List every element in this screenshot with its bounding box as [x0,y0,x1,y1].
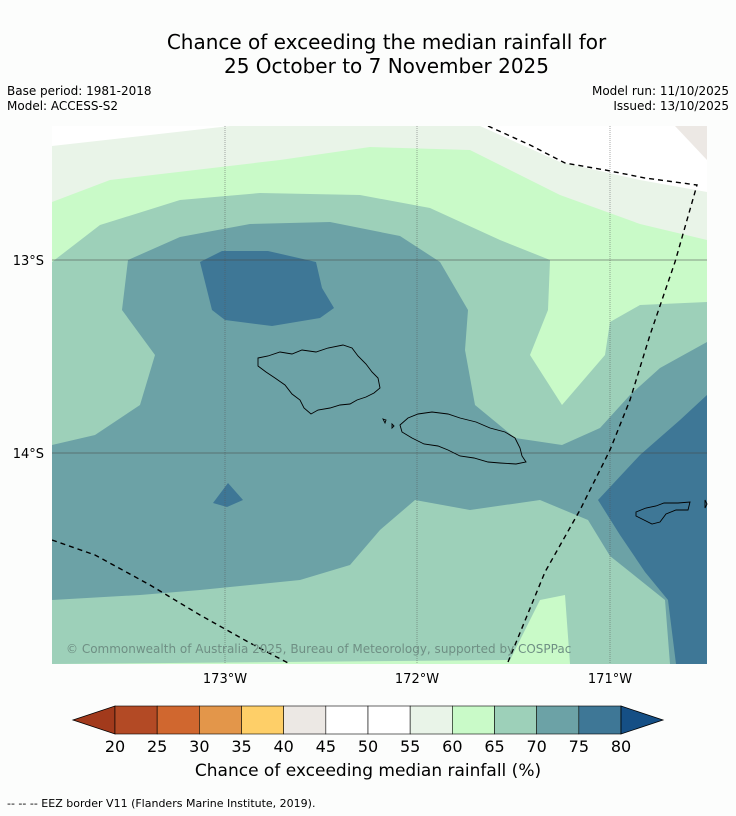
colorbar-cell-60-65 [452,705,495,735]
colorbar-tick-55: 55 [400,737,420,756]
colorbar-tick-70: 70 [526,737,546,756]
model-run: Model run: 11/10/2025 [591,84,729,98]
colorbar-cell-30-35 [199,705,242,735]
colorbar-tick-40: 40 [273,737,293,756]
eez-border-south [52,539,291,664]
colorbar-tick-60: 60 [442,737,462,756]
colorbar-tick-30: 30 [189,737,209,756]
lon-label-173w: 173°W [203,672,247,687]
savaii-island [257,344,381,415]
colorbar-tick-65: 65 [484,737,504,756]
manono-islet [382,418,387,425]
colorbar-under-arrow [71,705,116,735]
colorbar-tick-45: 45 [316,737,336,756]
band-70-75 [52,222,707,664]
upolu-island [399,411,527,465]
colorbar-tick-20: 20 [105,737,125,756]
base-period: Base period: 1981-2018 [7,84,152,98]
model-name: Model: ACCESS-S2 [7,99,119,113]
aunuu-islet [704,499,708,509]
eez-border [52,126,698,664]
legend-caption: Chance of exceeding median rainfall (%) [194,761,542,781]
colorbar-cell-50-55 [367,705,411,735]
lon-label-172w: 172°W [395,672,439,687]
colorbar-cell-45-50 [325,705,369,735]
band-75-80-north [200,251,334,326]
graticule-lat [52,259,707,454]
lat-label-13s: 13°S [13,254,44,269]
colorbar-tick-75: 75 [569,737,589,756]
tutuila-island [635,501,691,525]
colorbar-tick-80: 80 [611,737,631,756]
issued-date: Issued: 13/10/2025 [613,99,729,113]
colorbar-cell-35-40 [241,705,284,735]
copyright-text: © Commonwealth of Australia 2025, Bureau… [66,642,571,656]
colorbar-cell-40-45 [283,705,327,735]
colorbar-cells [114,705,622,735]
colorbar-cell-20-25 [114,705,158,735]
colorbar: 20 25 30 35 40 45 50 55 60 65 70 75 80 [71,705,665,756]
title-line-2: 25 October to 7 November 2025 [223,54,550,78]
colorbar-cell-75-80 [578,705,622,735]
band-40-45 [675,126,707,160]
eez-border-east [487,126,698,663]
colorbar-ticks: 20 25 30 35 40 45 50 55 60 65 70 75 80 [105,737,631,756]
colorbar-tick-35: 35 [231,737,251,756]
colorbar-tick-25: 25 [147,737,167,756]
title-line-1: Chance of exceeding the median rainfall … [166,30,607,54]
meta-left: Base period: 1981-2018 Model: ACCESS-S2 [7,84,152,114]
band-75-80-spot [213,483,243,507]
band-white-corner [52,126,230,146]
colorbar-cell-65-70 [494,705,537,735]
lon-label-171w: 171°W [588,672,632,687]
lat-label-14s: 14°S [13,447,44,462]
colorbar-tick-50: 50 [358,737,378,756]
contour-layer [52,126,707,664]
colorbar-over-arrow [620,705,665,735]
band-75-80-east [598,395,707,664]
eez-footnote: -- -- -- EEZ border V11 (Flanders Marine… [7,797,316,810]
coastlines [257,344,708,525]
apolima-islet [391,422,395,430]
meta-right: Model run: 11/10/2025 Issued: 13/10/2025 [592,84,729,114]
graticule [224,126,611,664]
band-50-55 [480,126,707,192]
colorbar-cell-25-30 [156,705,200,735]
colorbar-cell-70-75 [536,705,580,735]
colorbar-cell-55-60 [409,705,453,735]
map-title: Chance of exceeding the median rainfall … [0,30,736,78]
